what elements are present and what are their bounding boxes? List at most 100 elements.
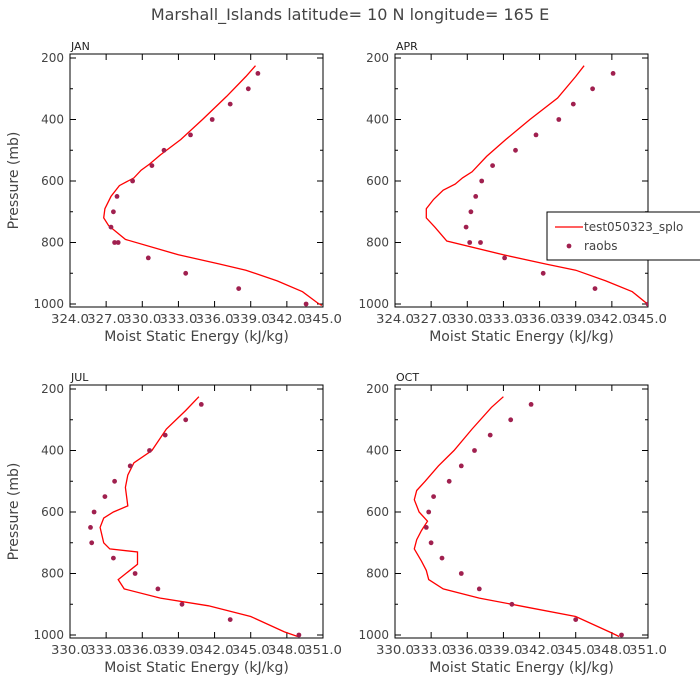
obs-point (446, 478, 452, 484)
obs-point (179, 601, 185, 607)
series-line-model (103, 65, 323, 307)
obs-point (188, 132, 193, 138)
panel-jul: JUL2004006008001000330.0333.0336.0339.03… (6, 371, 342, 676)
obs-point (513, 147, 518, 153)
obs-point (431, 494, 436, 499)
obs-point (112, 478, 117, 484)
obs-point (479, 178, 485, 184)
y-tick-label: 400 (366, 444, 389, 458)
panel-label: OCT (396, 371, 419, 384)
x-tick-label: 339.0 (484, 643, 522, 657)
data-layer (413, 396, 624, 638)
obs-point (108, 224, 114, 230)
obs-point (89, 540, 95, 546)
x-tick-label: 333.0 (159, 312, 197, 326)
x-tick-label: 342.0 (196, 643, 234, 657)
legend-obs-label: raobs (584, 239, 618, 253)
x-axis-title: Moist Static Energy (kJ/kg) (429, 660, 614, 676)
obs-point (209, 117, 215, 122)
obs-point (91, 509, 97, 515)
obs-point (478, 240, 483, 245)
obs-point (472, 448, 477, 453)
x-tick-label: 345.0 (557, 643, 595, 657)
x-axis-title: Moist Static Energy (kJ/kg) (104, 660, 289, 676)
x-axis-title: Moist Static Energy (kJ/kg) (104, 329, 289, 345)
figure-title: Marshall_Islands latitude= 10 N longitud… (151, 5, 549, 25)
x-tick-label: 336.0 (521, 312, 559, 326)
x-tick-label: 345.0 (304, 312, 342, 326)
obs-point (458, 571, 464, 576)
obs-point (467, 240, 473, 245)
x-tick-label: 324.0 (376, 312, 414, 326)
x-tick-label: 333.0 (87, 643, 125, 657)
obs-point (502, 255, 507, 261)
obs-point (115, 240, 121, 245)
plot-frame (394, 53, 649, 308)
legend-obs-marker (566, 243, 572, 249)
legend-box (546, 211, 700, 261)
obs-point (556, 117, 562, 122)
obs-point (88, 525, 93, 530)
obs-point (112, 240, 117, 245)
obs-point (533, 132, 539, 138)
y-tick-label: 800 (41, 567, 64, 581)
obs-point (147, 448, 152, 453)
obs-point (155, 586, 161, 592)
y-tick-label: 800 (41, 236, 64, 250)
panel-label: APR (396, 40, 418, 53)
obs-point (102, 494, 108, 499)
x-tick-label: 351.0 (304, 643, 342, 657)
obs-point (236, 286, 242, 291)
y-tick-label: 200 (366, 382, 389, 396)
x-tick-label: 330.0 (376, 643, 414, 657)
x-tick-label: 336.0 (123, 643, 161, 657)
obs-point (645, 301, 648, 307)
obs-point (458, 463, 464, 469)
y-tick-label: 600 (41, 505, 64, 519)
obs-point (490, 163, 495, 169)
obs-point (161, 147, 167, 153)
obs-point (132, 571, 138, 576)
obs-point (610, 71, 616, 76)
y-axis-title: Pressure (mb) (6, 463, 22, 561)
obs-point (570, 101, 576, 107)
y-tick-label: 200 (41, 51, 64, 65)
obs-point (508, 417, 514, 423)
obs-point (255, 71, 261, 76)
x-axis-title: Moist Static Energy (kJ/kg) (429, 329, 614, 345)
obs-point (130, 178, 136, 184)
legend-model-label: test050323_splo (584, 220, 683, 234)
y-tick-label: 1000 (358, 297, 389, 311)
obs-point (573, 617, 579, 622)
data-layer (103, 65, 323, 307)
obs-point (149, 163, 155, 169)
data-layer (425, 65, 648, 307)
x-tick-label: 339.0 (557, 312, 595, 326)
y-tick-label: 200 (366, 51, 389, 65)
obs-point (473, 194, 479, 199)
x-tick-label: 345.0 (629, 312, 667, 326)
obs-point (111, 209, 116, 215)
obs-point (590, 86, 595, 92)
obs-point (428, 540, 434, 546)
x-tick-label: 330.0 (448, 312, 486, 326)
y-tick-label: 400 (41, 444, 64, 458)
y-tick-label: 400 (41, 113, 64, 127)
y-tick-label: 1000 (33, 297, 64, 311)
x-tick-label: 330.0 (123, 312, 161, 326)
obs-point (540, 270, 546, 276)
obs-point (619, 632, 624, 638)
y-tick-label: 800 (366, 236, 389, 250)
x-tick-label: 327.0 (87, 312, 125, 326)
plot-frame (69, 384, 324, 639)
series-line-model (99, 396, 298, 638)
x-tick-label: 339.0 (159, 643, 197, 657)
x-tick-label: 342.0 (593, 312, 631, 326)
x-tick-label: 342.0 (521, 643, 559, 657)
y-tick-label: 1000 (358, 628, 389, 642)
series-line-model (425, 65, 648, 306)
obs-point (509, 601, 515, 607)
obs-point (145, 255, 151, 261)
panel-apr: APR2004006008001000324.0327.0330.0333.03… (358, 40, 667, 345)
series-line-model (413, 396, 620, 638)
